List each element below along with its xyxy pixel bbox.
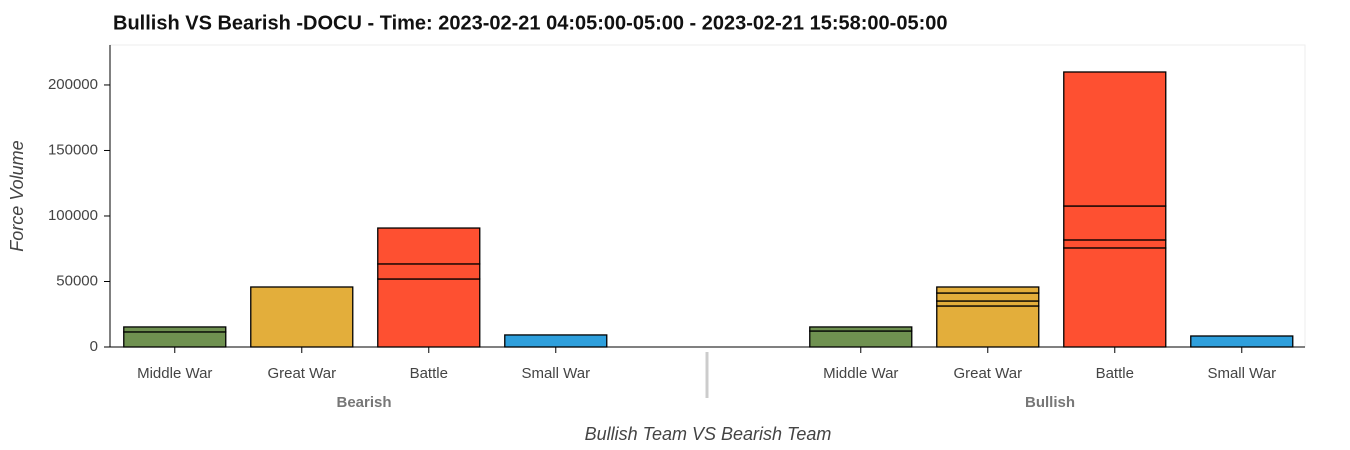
bar-segment [936,292,1040,302]
bar-segment [936,286,1040,294]
bar-segment [123,326,227,333]
group-label: Bearish [336,394,391,411]
bar-segment [936,300,1040,307]
x-tick-label: Great War [953,365,1022,382]
bar-segment [1063,239,1167,249]
x-tick-label: Battle [1096,365,1134,382]
chart-title: Bullish VS Bearish -DOCU - Time: 2023-02… [113,12,947,34]
y-tick-label: 50000 [56,272,98,289]
bar-segment [1063,71,1167,207]
x-tick-label: Small War [1207,365,1276,382]
y-tick-label: 150000 [48,141,98,158]
y-axis-title: Force Volume [7,140,27,251]
group-label: Bullish [1025,394,1075,411]
bar-segment [1063,205,1167,241]
x-tick-label: Middle War [823,365,898,382]
y-tick-label: 100000 [48,207,98,224]
bar-segment [377,278,481,348]
bar-segment [1190,335,1294,348]
x-axis-title: Bullish Team VS Bearish Team [585,424,832,444]
bar-segment [809,330,913,348]
bar-segment [1063,247,1167,348]
y-tick-label: 0 [90,338,98,355]
bar-segment [123,331,227,348]
x-tick-label: Middle War [137,365,212,382]
bar-segment [250,286,354,348]
y-tick-label: 200000 [48,76,98,93]
x-tick-label: Battle [410,365,448,382]
x-tick-label: Small War [521,365,590,382]
bar-segment [504,334,608,348]
bar-segment [936,305,1040,348]
bar-segment [809,326,913,332]
bar-segment [377,227,481,265]
x-tick-label: Great War [267,365,336,382]
bar-segment [377,263,481,280]
